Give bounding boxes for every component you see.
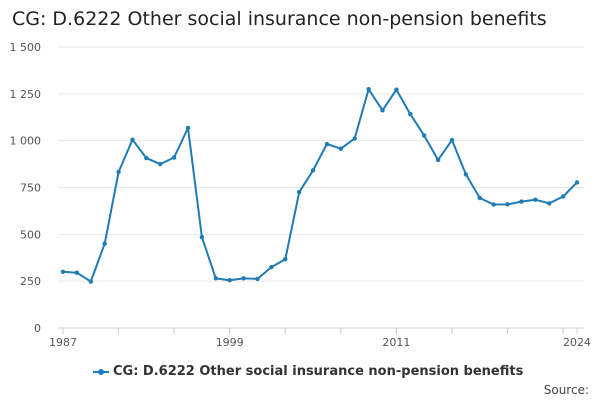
data-point[interactable] <box>130 138 134 142</box>
y-tick-label: 250 <box>20 275 41 288</box>
data-point[interactable] <box>116 170 120 174</box>
x-tick-label: 1987 <box>49 336 77 349</box>
data-point[interactable] <box>408 112 412 116</box>
legend-line-marker-icon <box>93 367 109 377</box>
data-point[interactable] <box>380 108 384 112</box>
data-point[interactable] <box>547 201 551 205</box>
data-point[interactable] <box>144 156 148 160</box>
data-point[interactable] <box>422 133 426 137</box>
data-point[interactable] <box>394 88 398 92</box>
data-point[interactable] <box>505 202 509 206</box>
legend[interactable]: CG: D.6222 Other social insurance non-pe… <box>93 364 523 379</box>
series-line <box>63 89 577 281</box>
axis-layer: 0 250 500 750 1 000 1 250 1 500 1987 1999 2011 202… <box>10 41 592 349</box>
data-point[interactable] <box>89 279 93 283</box>
data-point[interactable] <box>241 276 245 280</box>
data-point[interactable] <box>75 271 79 275</box>
data-point[interactable] <box>102 242 106 246</box>
data-point[interactable] <box>339 147 343 151</box>
data-point[interactable] <box>325 142 329 146</box>
data-point[interactable] <box>575 180 579 184</box>
y-tick-label: 750 <box>20 182 41 195</box>
data-point[interactable] <box>533 197 537 201</box>
data-point[interactable] <box>464 172 468 176</box>
data-point[interactable] <box>478 196 482 200</box>
data-point[interactable] <box>283 257 287 261</box>
y-tick-label: 1 000 <box>10 135 42 148</box>
data-point[interactable] <box>228 278 232 282</box>
data-point[interactable] <box>186 126 190 130</box>
data-point[interactable] <box>491 202 495 206</box>
data-point[interactable] <box>561 194 565 198</box>
x-tick-label: 1999 <box>216 336 244 349</box>
y-tick-label: 500 <box>20 228 41 241</box>
y-tick-label: 0 <box>34 322 41 335</box>
data-point[interactable] <box>436 158 440 162</box>
data-point[interactable] <box>214 276 218 280</box>
data-point[interactable] <box>297 190 301 194</box>
y-tick-label: 1 500 <box>10 41 42 54</box>
x-tick-label: 2024 <box>563 336 591 349</box>
grid-layer <box>58 47 584 281</box>
legend-label: CG: D.6222 Other social insurance non-pe… <box>113 364 523 379</box>
data-point[interactable] <box>255 277 259 281</box>
source-label: Source: <box>544 383 589 397</box>
data-point[interactable] <box>366 87 370 91</box>
data-point[interactable] <box>172 155 176 159</box>
series-layer <box>61 87 579 284</box>
data-point[interactable] <box>158 162 162 166</box>
data-point[interactable] <box>353 136 357 140</box>
x-tick-label: 2011 <box>382 336 410 349</box>
data-point[interactable] <box>61 270 65 274</box>
data-point[interactable] <box>311 168 315 172</box>
data-point[interactable] <box>269 265 273 269</box>
data-point[interactable] <box>450 138 454 142</box>
data-point[interactable] <box>200 235 204 239</box>
y-tick-label: 1 250 <box>10 88 42 101</box>
data-point[interactable] <box>519 199 523 203</box>
